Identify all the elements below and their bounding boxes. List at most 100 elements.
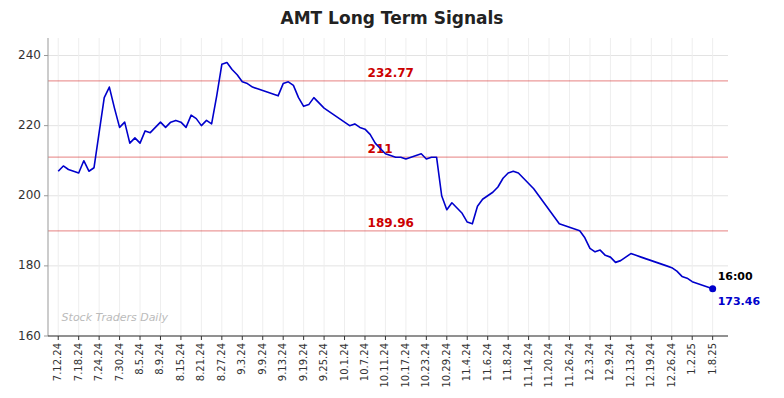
grid [48, 38, 728, 336]
x-tick-label: 12.26.24 [666, 343, 677, 388]
y-tick-label: 240 [18, 48, 41, 62]
x-tick [324, 336, 325, 340]
x-grid-line [99, 38, 100, 336]
x-tick-label: 11.8.24 [502, 343, 513, 381]
x-tick [610, 336, 611, 340]
x-tick [180, 336, 181, 340]
x-tick-label: 12.19.24 [645, 343, 656, 388]
y-tick [44, 336, 48, 337]
x-tick [589, 336, 590, 340]
reference-lines [48, 81, 728, 231]
x-tick [692, 336, 693, 340]
x-tick [528, 336, 529, 340]
x-tick-label: 7.12.24 [52, 343, 63, 381]
x-grid-line [610, 38, 611, 336]
x-tick-label: 7.24.24 [93, 343, 104, 381]
x-tick [140, 336, 141, 340]
x-tick [78, 336, 79, 340]
axes: 1601802002202407.12.247.18.247.24.247.30… [18, 38, 728, 388]
x-grid-line [140, 38, 141, 336]
title: AMT Long Term Signals [281, 8, 504, 28]
x-tick-label: 11.4.24 [461, 343, 472, 381]
x-grid-line [671, 38, 672, 336]
x-grid-line [467, 38, 468, 336]
y-tick-label: 200 [18, 188, 41, 202]
x-tick [426, 336, 427, 340]
x-grid-line [160, 38, 161, 336]
y-tick-label: 220 [18, 118, 41, 132]
x-grid-line [364, 38, 365, 336]
x-tick [405, 336, 406, 340]
x-tick-label: 7.18.24 [73, 343, 84, 381]
x-grid-line [651, 38, 652, 336]
x-grid-line [589, 38, 590, 336]
x-axis-line [48, 335, 728, 336]
last-point [709, 285, 716, 292]
x-tick-label: 8.15.24 [175, 343, 186, 381]
price-line [58, 63, 712, 289]
reference-label: 189.96 [368, 216, 414, 230]
x-tick-label: 11.14.24 [523, 343, 534, 388]
x-tick [242, 336, 243, 340]
reference-line [48, 80, 728, 81]
x-tick [569, 336, 570, 340]
last-time-label: 16:00 [718, 270, 753, 283]
x-tick-label: 10.11.24 [379, 343, 390, 388]
x-tick [99, 336, 100, 340]
x-tick-label: 10.7.24 [359, 343, 370, 381]
x-tick [671, 336, 672, 340]
x-grid-line [303, 38, 304, 336]
x-tick-label: 8.9.24 [154, 343, 165, 375]
x-tick-label: 9.25.24 [318, 343, 329, 381]
x-tick-label: 10.29.24 [441, 343, 452, 388]
x-grid-line [262, 38, 263, 336]
y-tick [44, 125, 48, 126]
data [58, 63, 716, 293]
y-grid-line [48, 55, 728, 56]
x-tick [221, 336, 222, 340]
x-tick-label: 1.2.25 [686, 343, 697, 375]
x-grid-line [426, 38, 427, 336]
x-tick [487, 336, 488, 340]
x-grid-line [405, 38, 406, 336]
x-tick-label: 9.19.24 [298, 343, 309, 381]
x-grid-line [487, 38, 488, 336]
x-tick-label: 12.3.24 [584, 343, 595, 381]
y-grid-line [48, 125, 728, 126]
x-tick-label: 12.13.24 [625, 343, 636, 388]
x-tick [385, 336, 386, 340]
x-grid-line [549, 38, 550, 336]
chart: Stock Traders Daily232.77211189.96160180… [0, 0, 784, 398]
x-tick [651, 336, 652, 340]
x-tick-label: 9.3.24 [236, 343, 247, 375]
x-tick-label: 10.23.24 [420, 343, 431, 388]
x-grid-line [58, 38, 59, 336]
x-tick-label: 7.30.24 [114, 343, 125, 381]
x-tick-label: 12.9.24 [604, 343, 615, 381]
x-tick-label: 8.27.24 [216, 343, 227, 381]
y-tick [44, 265, 48, 266]
x-tick-label: 9.9.24 [257, 343, 268, 375]
x-tick-label: 8.5.24 [134, 343, 145, 375]
x-grid-line [630, 38, 631, 336]
reference-label: 232.77 [368, 66, 414, 80]
x-tick-label: 1.8.25 [707, 343, 718, 375]
x-grid-line [446, 38, 447, 336]
x-tick [508, 336, 509, 340]
x-grid-line [221, 38, 222, 336]
y-tick [44, 195, 48, 196]
x-tick-label: 11.20.24 [543, 343, 554, 388]
x-tick-label: 10.17.24 [400, 343, 411, 388]
x-grid-line [385, 38, 386, 336]
x-tick [364, 336, 365, 340]
x-tick-label: 11.26.24 [564, 343, 575, 388]
x-grid-line [201, 38, 202, 336]
watermark: Stock Traders Daily [62, 311, 169, 324]
x-grid-line [78, 38, 79, 336]
x-tick [446, 336, 447, 340]
x-tick [303, 336, 304, 340]
y-tick-label: 180 [18, 258, 41, 272]
x-tick [712, 336, 713, 340]
x-tick [119, 336, 120, 340]
y-grid-line [48, 336, 728, 337]
